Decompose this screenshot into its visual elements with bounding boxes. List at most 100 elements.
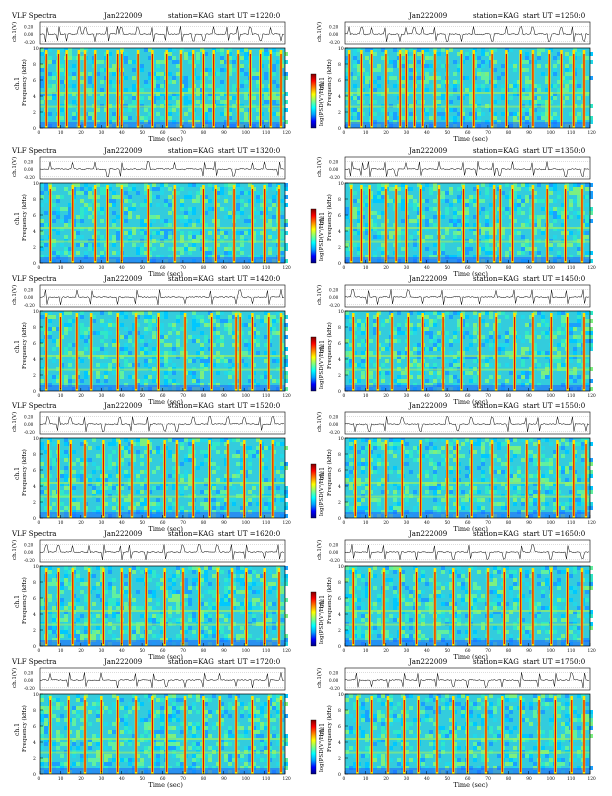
spectrogram-cell xyxy=(373,331,377,335)
spectrogram-cell xyxy=(84,207,88,211)
spectrogram-cell xyxy=(88,247,92,251)
spectrogram-cell xyxy=(477,490,481,494)
spectrogram-cell xyxy=(112,506,116,510)
spectrogram-cell xyxy=(192,327,196,331)
spectrogram-cell xyxy=(68,323,72,327)
waveform-tick: 0.20 xyxy=(24,287,34,292)
spectrogram-cell xyxy=(401,76,405,80)
y-tick-label: 0 xyxy=(33,261,36,267)
spectrogram-cell xyxy=(168,454,172,458)
spectrogram-cell xyxy=(549,442,553,446)
spectrogram-cell xyxy=(116,195,120,199)
spectrogram-cell xyxy=(64,331,68,335)
spectrogram-cell xyxy=(569,72,573,76)
spectrogram-cell xyxy=(196,60,200,64)
spectrogram-cell xyxy=(429,84,433,88)
spectrogram-cell xyxy=(40,327,44,331)
spectrogram-cell xyxy=(216,323,220,327)
spectrogram-cell xyxy=(373,327,377,331)
spectrogram-cell xyxy=(248,490,252,494)
spectrogram-cell xyxy=(100,331,104,335)
spectrogram-cell xyxy=(361,371,365,375)
spectrogram-cell xyxy=(108,486,112,490)
waveform-tick: 0.00 xyxy=(329,422,339,427)
spectrogram-cell xyxy=(52,458,56,462)
spectrogram-cell xyxy=(477,72,481,76)
spectrogram-cell xyxy=(236,183,240,187)
spectrogram-cell xyxy=(204,498,208,502)
spectrogram-cell xyxy=(429,331,433,335)
spectrogram-cell xyxy=(216,315,220,319)
spectrogram-cell xyxy=(68,211,72,215)
spectrogram-cell xyxy=(433,183,437,187)
panel-start-ut: start UT =1350:0 xyxy=(523,147,585,155)
spectrogram-cell xyxy=(453,207,457,211)
spectrogram-cell xyxy=(589,331,593,335)
spectrogram-cell xyxy=(68,343,72,347)
spectrogram-cell xyxy=(196,466,200,470)
spectrogram-cell xyxy=(381,347,385,351)
spectrogram-cell xyxy=(104,379,108,383)
spectrogram-spike-core xyxy=(58,444,59,516)
x-tick-label: 100 xyxy=(242,266,250,271)
spectrogram-cell xyxy=(393,379,397,383)
spectrogram-cell xyxy=(425,446,429,450)
spectrogram-cell xyxy=(581,438,585,442)
spectrogram-cell xyxy=(96,60,100,64)
spectrogram-cell xyxy=(469,343,473,347)
spectrogram-cell xyxy=(373,195,377,199)
x-tick-label: 40 xyxy=(424,131,430,136)
spectrogram-cell xyxy=(561,319,565,323)
spectrogram-cell xyxy=(264,96,268,100)
spectrogram-cell xyxy=(80,478,84,482)
spectrogram-cell xyxy=(377,470,381,474)
spectrogram-cell xyxy=(240,251,244,255)
spectrogram-cell xyxy=(409,116,413,120)
x-tick-label: 20 xyxy=(383,394,389,399)
spectrogram-cell xyxy=(268,219,272,223)
spectrogram-spike-core xyxy=(549,54,550,126)
spectrogram-cell xyxy=(417,375,421,379)
spectrogram-cell xyxy=(88,112,92,116)
spectrogram-cell xyxy=(569,462,573,466)
y-axis-label: Frequency (kHz) xyxy=(21,194,28,241)
spectrogram-cell xyxy=(68,311,72,315)
spectrogram-cell xyxy=(409,112,413,116)
spectrogram-cell xyxy=(501,335,505,339)
x-tick-label: 80 xyxy=(201,131,207,136)
spectrogram-cell xyxy=(397,379,401,383)
spectrogram-cell xyxy=(276,112,280,116)
spectrogram-cell xyxy=(437,490,441,494)
spectrogram-cell xyxy=(140,64,144,68)
spectrogram-cell xyxy=(505,183,509,187)
spectrogram-cell xyxy=(72,112,76,116)
spectrogram-cell xyxy=(208,108,212,112)
spectrogram-cell xyxy=(224,215,228,219)
spectrogram-cell xyxy=(200,343,204,347)
spectrogram-cell xyxy=(429,68,433,72)
spectrogram-cell xyxy=(56,199,60,203)
spectrogram-cell xyxy=(585,116,589,120)
spectrogram-cell xyxy=(393,84,397,88)
spectrogram-cell xyxy=(565,470,569,474)
spectrogram-cell xyxy=(244,231,248,235)
spectrogram-cell xyxy=(40,223,44,227)
spectrogram-cell xyxy=(465,215,469,219)
spectrogram-cell xyxy=(232,84,236,88)
spectrogram-cell xyxy=(373,351,377,355)
spectrogram-cell xyxy=(220,48,224,52)
spectrogram-cell xyxy=(429,339,433,343)
spectrogram-cell xyxy=(537,100,541,104)
spectrogram-cell xyxy=(164,375,168,379)
spectrogram-cell xyxy=(465,56,469,60)
spectrogram-cell xyxy=(168,52,172,56)
spectrogram-cell xyxy=(272,187,276,191)
spectrogram-cell xyxy=(128,375,132,379)
spectrogram-cell xyxy=(152,470,156,474)
spectrogram-cell xyxy=(60,470,64,474)
spectrogram-cell xyxy=(40,231,44,235)
spectrogram-cell xyxy=(144,108,148,112)
spectrogram-cell xyxy=(84,251,88,255)
y-axis-channel: ch.1 xyxy=(319,77,326,90)
